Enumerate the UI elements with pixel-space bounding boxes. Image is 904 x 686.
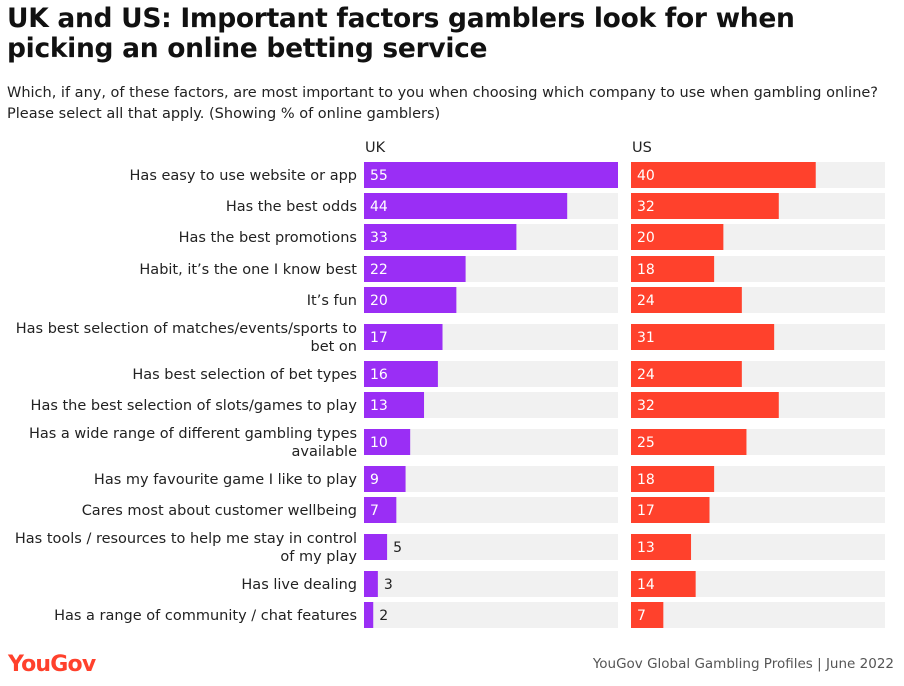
bar-track-us xyxy=(631,602,885,628)
bar-uk xyxy=(364,571,378,597)
category-label: Has my favourite game I like to play xyxy=(94,472,357,488)
data-label-us: 25 xyxy=(637,435,655,451)
bar-track-uk xyxy=(364,602,618,628)
chart-subtitle: Which, if any, of these factors, are mos… xyxy=(7,85,878,122)
bar-track-uk xyxy=(364,497,618,523)
bar-uk xyxy=(364,287,457,313)
data-label-uk: 20 xyxy=(370,293,388,309)
bar-uk xyxy=(364,392,425,418)
data-label-us: 24 xyxy=(637,367,655,383)
source-note: YouGov Global Gambling Profiles | June 2… xyxy=(592,656,894,672)
bar-uk xyxy=(364,162,618,188)
bar-us xyxy=(631,429,747,455)
data-label-uk: 22 xyxy=(370,262,388,278)
category-label: Habit, it’s the one I know best xyxy=(139,262,357,278)
data-label-us: 31 xyxy=(637,330,655,346)
bar-us xyxy=(631,571,696,597)
bar-uk xyxy=(364,602,374,628)
data-label-us: 14 xyxy=(637,577,655,593)
data-label-us: 32 xyxy=(637,398,655,414)
data-label-uk: 10 xyxy=(370,435,388,451)
data-label-uk: 2 xyxy=(379,608,388,624)
category-label: Has live dealing xyxy=(241,577,357,593)
bar-us xyxy=(631,534,692,560)
bar-us xyxy=(631,392,779,418)
bar-us xyxy=(631,361,742,387)
yougov-logo: YouGov xyxy=(8,652,96,677)
bar-us xyxy=(631,602,664,628)
bar-uk xyxy=(364,324,443,350)
category-label: Has tools / resources to help me stay in… xyxy=(15,531,358,565)
data-label-us: 40 xyxy=(637,168,655,184)
bar-uk xyxy=(364,534,388,560)
data-label-uk: 13 xyxy=(370,398,388,414)
bar-uk xyxy=(364,497,397,523)
bar-track-uk xyxy=(364,534,618,560)
data-label-uk: 7 xyxy=(370,503,379,519)
data-label-us: 32 xyxy=(637,199,655,215)
bar-uk xyxy=(364,466,406,492)
bar-us xyxy=(631,287,742,313)
data-label-uk: 16 xyxy=(370,367,388,383)
bar-us xyxy=(631,193,779,219)
panel-title-us: US xyxy=(632,140,652,156)
bar-us xyxy=(631,224,724,250)
data-label-us: 18 xyxy=(637,262,655,278)
data-label-uk: 5 xyxy=(393,540,402,556)
category-label: Has a wide range of different gambling t… xyxy=(29,426,357,460)
category-label: Cares most about customer wellbeing xyxy=(82,503,357,519)
bar-us xyxy=(631,497,710,523)
data-label-us: 18 xyxy=(637,472,655,488)
bar-uk xyxy=(364,193,568,219)
category-label: Has best selection of matches/events/spo… xyxy=(16,321,357,355)
data-label-uk: 33 xyxy=(370,230,388,246)
category-label: It’s fun xyxy=(307,293,357,309)
category-label: Has the best promotions xyxy=(179,230,357,246)
category-label: Has a range of community / chat features xyxy=(54,608,357,624)
bar-track-uk xyxy=(364,571,618,597)
data-label-uk: 17 xyxy=(370,330,388,346)
bar-uk xyxy=(364,224,517,250)
bar-uk xyxy=(364,429,411,455)
data-label-uk: 3 xyxy=(384,577,393,593)
bar-us xyxy=(631,466,715,492)
bar-uk xyxy=(364,256,466,282)
category-label: Has best selection of bet types xyxy=(132,367,357,383)
data-label-us: 20 xyxy=(637,230,655,246)
data-label-us: 17 xyxy=(637,503,655,519)
category-label: Has the best selection of slots/games to… xyxy=(31,398,358,414)
bar-us xyxy=(631,162,816,188)
data-label-us: 7 xyxy=(637,608,646,624)
data-label-uk: 44 xyxy=(370,199,388,215)
data-label-us: 13 xyxy=(637,540,655,556)
data-label-uk: 55 xyxy=(370,168,388,184)
bar-us xyxy=(631,256,715,282)
category-label: Has easy to use website or app xyxy=(130,168,357,184)
panel-title-uk: UK xyxy=(365,140,386,156)
category-label: Has the best odds xyxy=(226,199,357,215)
data-label-uk: 9 xyxy=(370,472,379,488)
bar-track-uk xyxy=(364,466,618,492)
data-label-us: 24 xyxy=(637,293,655,309)
bar-us xyxy=(631,324,775,350)
chart-title: UK and US: Important factors gamblers lo… xyxy=(7,3,795,64)
bar-chart: UK US Has easy to use website or app Has th… xyxy=(15,140,885,628)
bar-uk xyxy=(364,361,438,387)
